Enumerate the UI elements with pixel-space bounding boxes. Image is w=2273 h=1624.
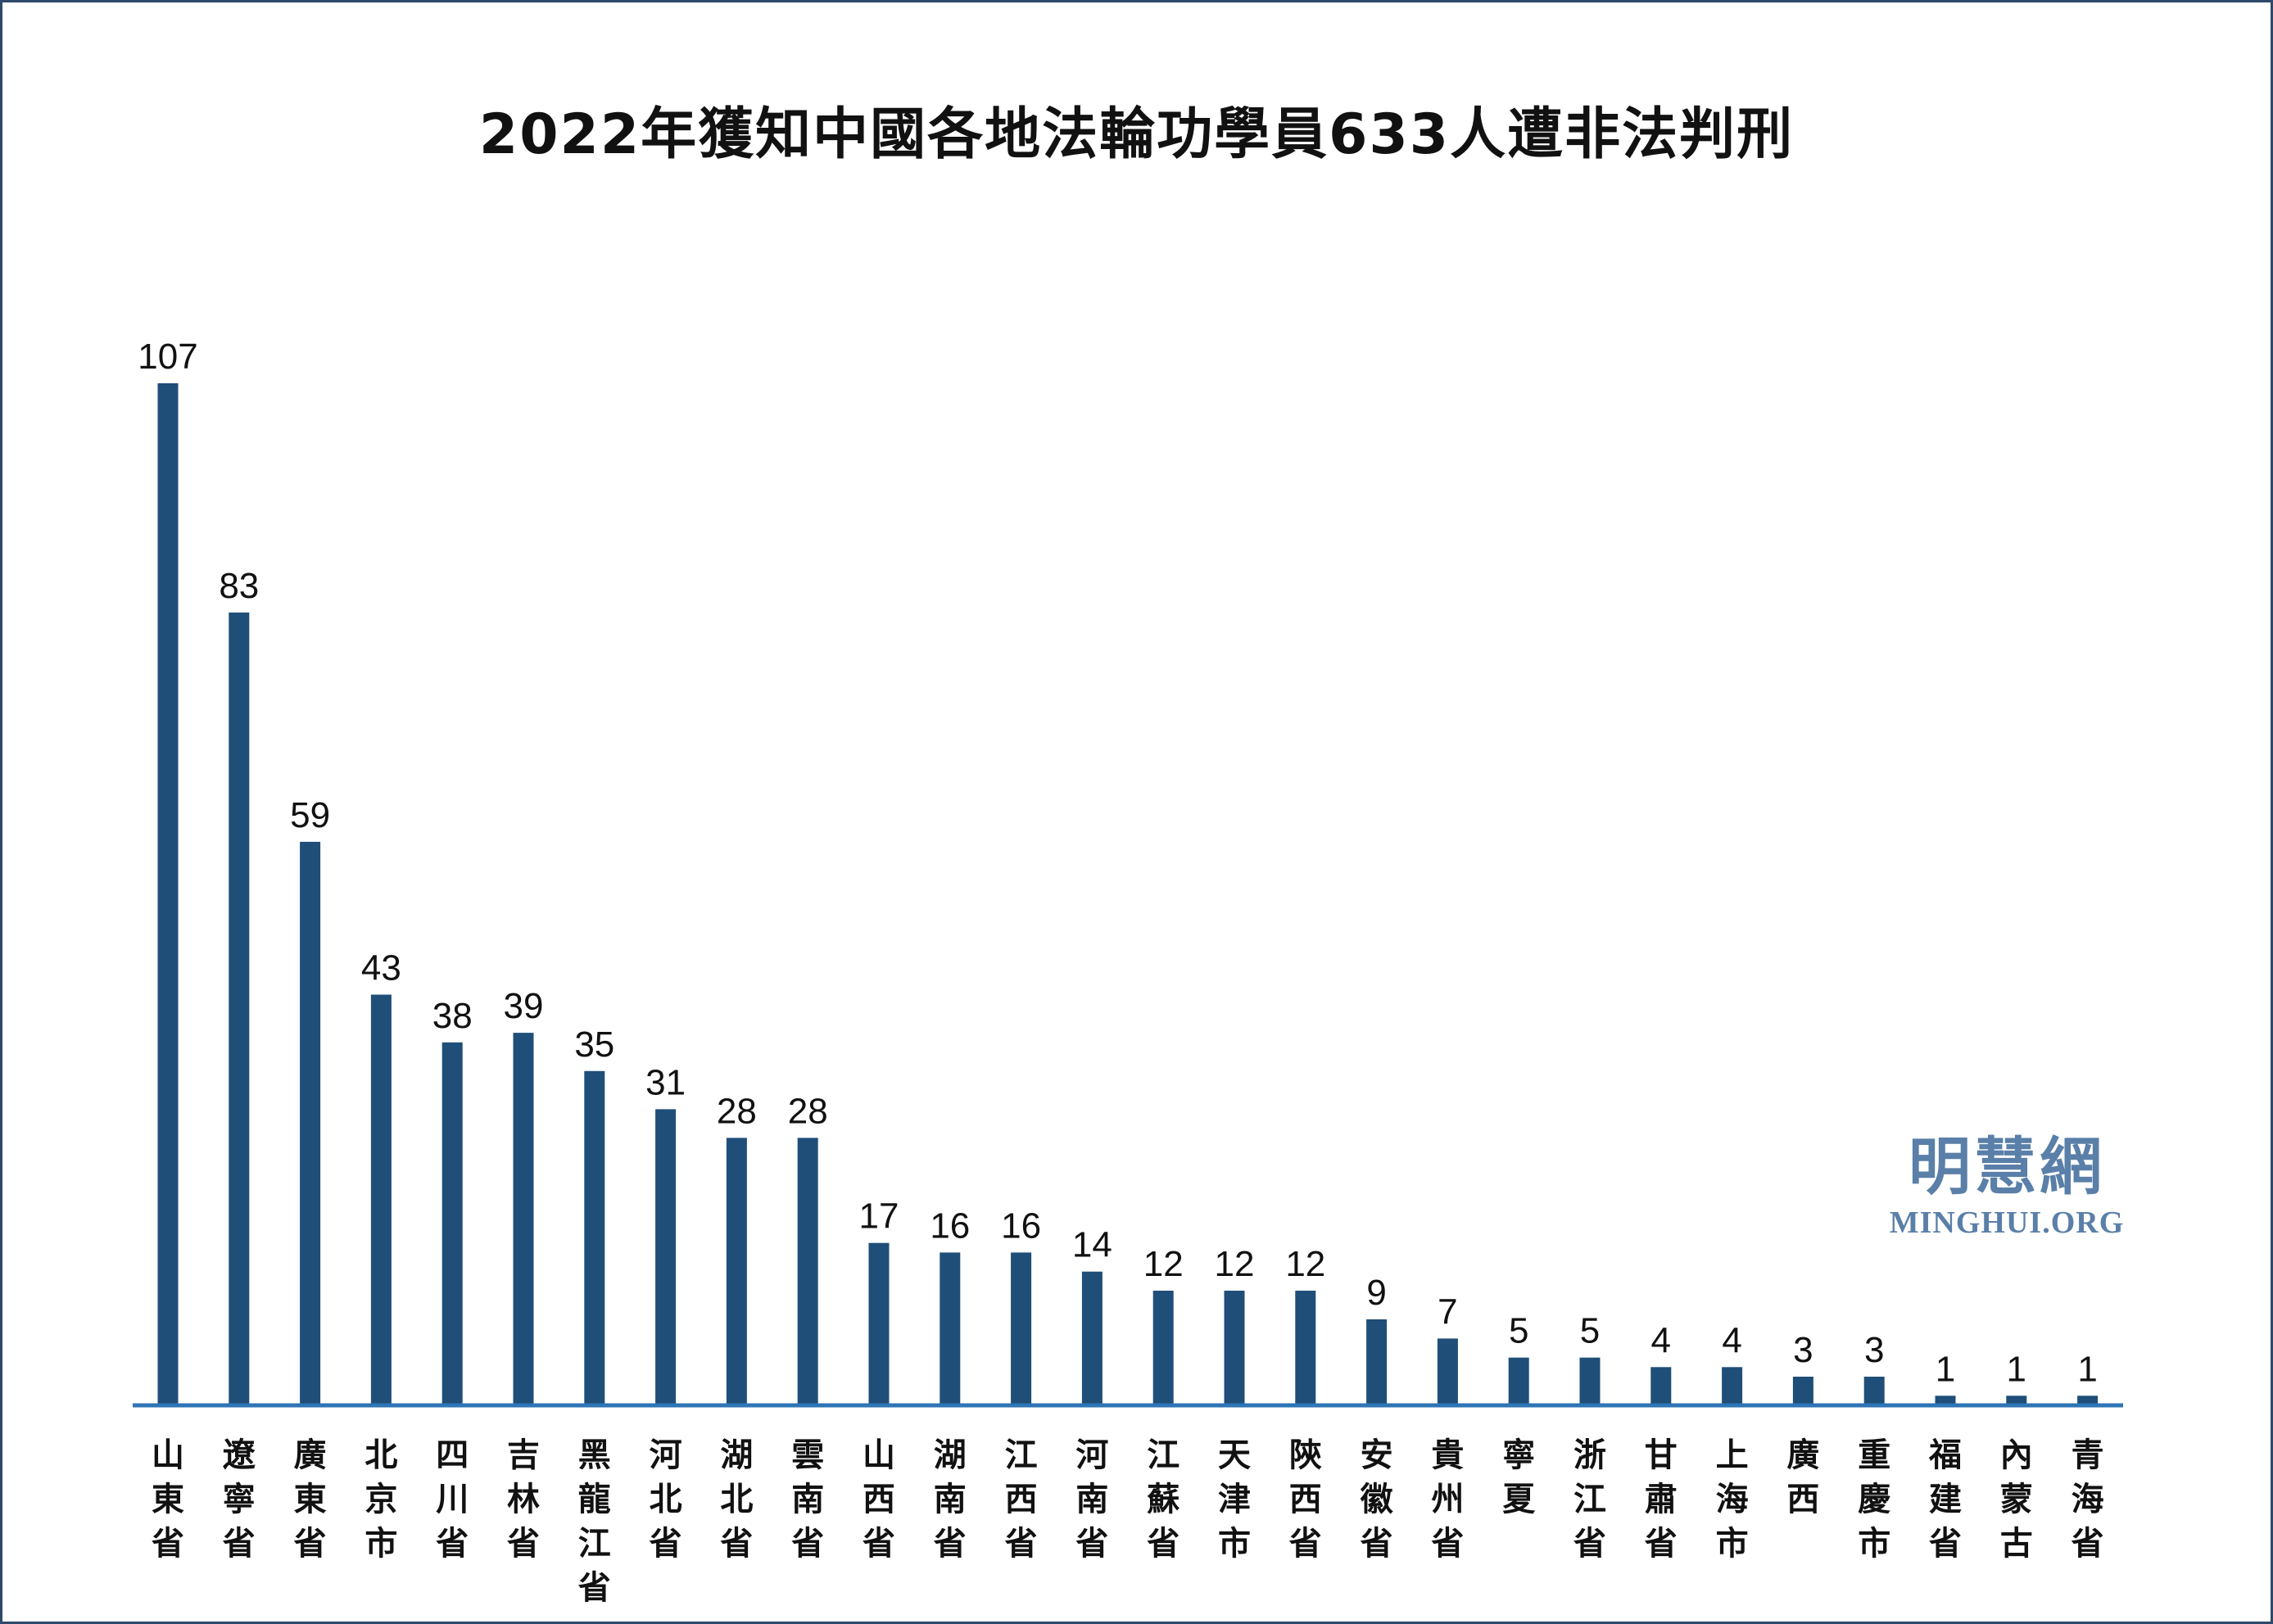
category-label-11: 湖南省 xyxy=(934,1436,967,1563)
minghui-watermark: 明慧網 MINGHUI.ORG xyxy=(1859,1130,2154,1242)
bar-18 xyxy=(1437,1338,1458,1405)
value-label-3: 43 xyxy=(361,948,401,988)
bar-7 xyxy=(655,1109,677,1405)
category-label-8: 湖北省 xyxy=(720,1436,753,1563)
bar-25 xyxy=(1935,1396,1956,1405)
bar-4 xyxy=(441,1042,463,1405)
bar-13 xyxy=(1081,1271,1103,1405)
bar-26 xyxy=(2006,1396,2027,1405)
bar-19 xyxy=(1508,1357,1529,1405)
bar-5 xyxy=(513,1033,534,1405)
category-label-26: 內蒙古 xyxy=(2000,1436,2033,1563)
bar-12 xyxy=(1011,1252,1032,1405)
category-label-13: 河南省 xyxy=(1075,1436,1108,1563)
category-label-12: 江西省 xyxy=(1005,1436,1038,1563)
category-label-27: 青海省 xyxy=(2072,1436,2104,1563)
category-labels-layer: 山東省 遼寧省 廣東省 北京市 四川省 吉林省 黑龍江省 河北省 湖北省 雲南省 山西省 湖南省 江西省… xyxy=(152,1436,2104,1607)
value-label-15: 12 xyxy=(1215,1244,1255,1284)
bar-17 xyxy=(1366,1319,1388,1405)
category-label-6: 黑龍江省 xyxy=(578,1436,611,1607)
bar-8 xyxy=(726,1138,747,1405)
bar-9 xyxy=(797,1138,818,1405)
bar-6 xyxy=(584,1070,605,1405)
category-label-0: 山東省 xyxy=(152,1436,184,1563)
bar-16 xyxy=(1295,1291,1316,1405)
value-label-25: 1 xyxy=(1936,1349,1955,1389)
category-label-22: 上海市 xyxy=(1716,1436,1749,1563)
bar-14 xyxy=(1152,1291,1174,1405)
value-label-24: 3 xyxy=(1864,1330,1884,1370)
bar-10 xyxy=(868,1242,890,1405)
category-label-24: 重慶市 xyxy=(1858,1436,1890,1563)
bar-2 xyxy=(300,841,321,1405)
category-label-16: 陝西省 xyxy=(1289,1436,1322,1563)
bar-23 xyxy=(1792,1377,1813,1405)
category-label-4: 四川省 xyxy=(436,1436,469,1563)
category-label-15: 天津市 xyxy=(1218,1436,1251,1563)
value-label-22: 4 xyxy=(1722,1320,1741,1360)
category-label-7: 河北省 xyxy=(650,1436,682,1563)
value-label-12: 16 xyxy=(1001,1206,1041,1246)
value-label-8: 28 xyxy=(717,1091,757,1131)
value-label-18: 7 xyxy=(1438,1292,1457,1332)
value-label-2: 59 xyxy=(290,795,330,835)
value-label-9: 28 xyxy=(788,1091,828,1131)
bar-24 xyxy=(1863,1377,1885,1405)
bar-27 xyxy=(2077,1396,2099,1405)
category-label-1: 遼寧省 xyxy=(223,1436,256,1563)
bar-20 xyxy=(1579,1357,1601,1405)
bar-21 xyxy=(1650,1367,1672,1405)
watermark-english: MINGHUI.ORG xyxy=(1889,1206,2125,1240)
value-label-7: 31 xyxy=(645,1062,686,1102)
category-label-23: 廣西 xyxy=(1786,1436,1819,1518)
value-label-17: 9 xyxy=(1366,1273,1386,1313)
value-label-0: 107 xyxy=(138,337,197,377)
value-label-16: 12 xyxy=(1285,1244,1325,1284)
value-label-10: 17 xyxy=(859,1197,899,1237)
value-label-4: 38 xyxy=(432,996,473,1036)
category-label-20: 浙江省 xyxy=(1573,1436,1606,1563)
bar-15 xyxy=(1224,1291,1245,1405)
bar-0 xyxy=(157,383,179,1405)
category-label-25: 福建省 xyxy=(1928,1436,1962,1563)
chart-title: 2022年獲知中國各地法輪功學員633人遭非法判刑 xyxy=(478,102,1795,167)
category-label-21: 甘肅省 xyxy=(1645,1436,1678,1563)
bar-3 xyxy=(370,994,392,1405)
category-label-18: 貴州省 xyxy=(1431,1436,1464,1563)
value-label-21: 4 xyxy=(1651,1320,1671,1360)
value-label-26: 1 xyxy=(2007,1349,2026,1389)
bar-1 xyxy=(229,612,250,1405)
value-label-5: 39 xyxy=(504,986,544,1026)
value-label-6: 35 xyxy=(574,1025,614,1065)
category-label-19: 寧夏 xyxy=(1502,1436,1536,1518)
category-label-9: 雲南省 xyxy=(791,1436,824,1563)
category-label-2: 廣東省 xyxy=(294,1436,327,1563)
bars-layer xyxy=(157,383,2099,1405)
value-label-27: 1 xyxy=(2077,1349,2097,1389)
value-label-13: 14 xyxy=(1072,1225,1112,1265)
value-label-23: 3 xyxy=(1793,1330,1813,1370)
bar-11 xyxy=(940,1252,961,1405)
category-label-17: 安徽省 xyxy=(1360,1436,1394,1563)
value-label-19: 5 xyxy=(1509,1311,1528,1351)
watermark-chinese: 明慧網 xyxy=(1909,1130,2105,1203)
category-label-14: 江蘇省 xyxy=(1147,1436,1180,1563)
value-label-1: 83 xyxy=(219,566,259,606)
bar-22 xyxy=(1722,1367,1743,1405)
value-label-11: 16 xyxy=(930,1206,970,1246)
category-label-10: 山西省 xyxy=(863,1436,895,1563)
category-label-3: 北京市 xyxy=(364,1436,397,1563)
value-label-20: 5 xyxy=(1580,1311,1600,1351)
category-label-5: 吉林省 xyxy=(507,1436,540,1563)
value-label-14: 12 xyxy=(1143,1244,1184,1284)
